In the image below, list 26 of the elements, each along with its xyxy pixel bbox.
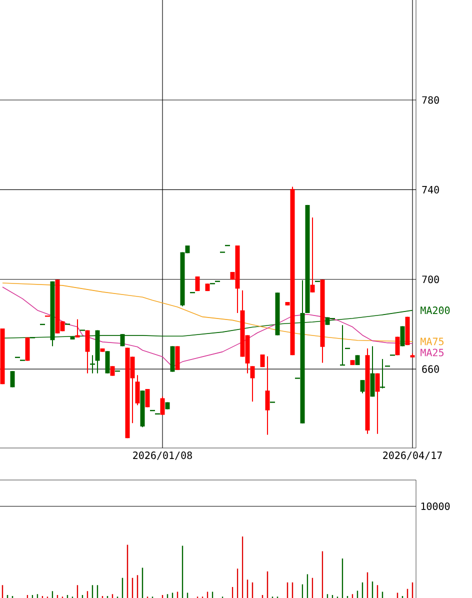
candlestick: [250, 366, 255, 402]
candlestick: [10, 370, 15, 388]
y-tick-label: 660: [422, 365, 439, 373]
candlestick: [260, 354, 265, 368]
candlestick: [110, 366, 115, 376]
candlestick: [160, 396, 165, 416]
series-label: MA200: [420, 306, 450, 314]
candlestick: [370, 346, 375, 398]
candlestick: [105, 350, 110, 374]
candlestick: [400, 326, 405, 347]
text: 10000: [421, 502, 450, 510]
candlestick: [175, 346, 180, 370]
candlestick: [375, 372, 380, 434]
candlestick: [310, 216, 315, 293]
candlestick: [265, 356, 270, 436]
y-tick-label: 700: [422, 276, 439, 284]
y-tick-label: 780: [422, 96, 439, 104]
x-tick-label: 2026/01/08: [133, 452, 192, 460]
candlestick: [135, 374, 140, 406]
candlestick: [25, 336, 30, 362]
series-label: MA75: [420, 338, 444, 346]
series-label: MA25: [420, 348, 444, 356]
x-tick-label: 2026/04/17: [383, 452, 442, 460]
y-tick-label: 740: [422, 186, 439, 194]
candlestick: [360, 380, 365, 394]
candlestick: [75, 318, 80, 338]
